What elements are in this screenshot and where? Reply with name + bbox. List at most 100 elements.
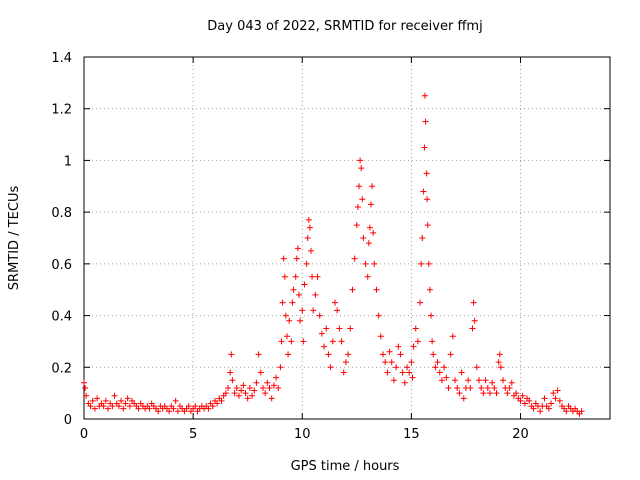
- data-point: [222, 390, 229, 397]
- data-point: [89, 397, 96, 404]
- data-point: [399, 369, 406, 376]
- data-point: [229, 377, 236, 384]
- data-point: [124, 395, 131, 402]
- data-points: [81, 92, 585, 417]
- data-point: [118, 397, 125, 404]
- data-point: [408, 359, 415, 366]
- data-point: [517, 397, 524, 404]
- y-tick-label: 1.4: [51, 51, 72, 66]
- data-point: [334, 307, 341, 314]
- data-point: [240, 382, 247, 389]
- data-point: [432, 364, 439, 371]
- data-point: [347, 325, 354, 332]
- data-point: [249, 392, 256, 399]
- data-point: [482, 377, 489, 384]
- plot-frame: [83, 56, 611, 420]
- data-point: [294, 245, 301, 252]
- y-tick-label: 0.4: [51, 310, 72, 325]
- data-point: [235, 392, 242, 399]
- data-point: [231, 390, 238, 397]
- data-point: [295, 291, 302, 298]
- data-point: [228, 351, 235, 358]
- data-point: [293, 255, 300, 262]
- data-point: [418, 260, 425, 267]
- data-point: [563, 408, 570, 415]
- data-point: [554, 387, 561, 394]
- data-point: [495, 359, 502, 366]
- data-point: [358, 165, 365, 172]
- data-point: [105, 405, 112, 412]
- data-point: [257, 369, 264, 376]
- data-point: [321, 343, 328, 350]
- data-point: [312, 291, 319, 298]
- data-point: [424, 196, 431, 203]
- y-tick-label: 1: [64, 154, 72, 169]
- data-point: [469, 325, 476, 332]
- data-point: [364, 273, 371, 280]
- data-point: [471, 317, 478, 324]
- data-point: [422, 118, 429, 125]
- y-tick-label: 0: [64, 413, 72, 428]
- data-point: [81, 379, 87, 386]
- data-point: [246, 384, 253, 391]
- data-point: [447, 351, 454, 358]
- data-point: [126, 403, 133, 410]
- data-point: [456, 390, 463, 397]
- data-point: [393, 364, 400, 371]
- data-point: [299, 307, 306, 314]
- data-point: [225, 384, 232, 391]
- data-point: [438, 377, 445, 384]
- data-point: [513, 390, 520, 397]
- data-point: [375, 312, 382, 319]
- data-point: [360, 235, 367, 241]
- data-point: [410, 343, 417, 350]
- data-point: [109, 403, 116, 410]
- data-point: [395, 343, 402, 350]
- data-point: [506, 384, 513, 391]
- data-point: [205, 405, 212, 412]
- data-point: [233, 384, 240, 391]
- data-point: [111, 392, 118, 399]
- data-point: [288, 338, 295, 345]
- data-point: [417, 299, 424, 306]
- data-point: [281, 273, 288, 280]
- chart-title: Day 043 of 2022, SRMTID for receiver ffm…: [207, 19, 482, 34]
- data-point: [421, 92, 428, 99]
- data-point: [342, 359, 349, 366]
- data-point: [282, 312, 289, 319]
- y-axis-label: SRMTID / TECUs: [7, 186, 22, 291]
- data-point: [135, 405, 142, 412]
- x-tick-label: 15: [403, 427, 420, 442]
- data-point: [556, 397, 563, 404]
- data-point: [489, 379, 496, 386]
- data-point: [397, 351, 404, 358]
- data-point: [550, 390, 557, 397]
- data-point: [377, 333, 384, 340]
- data-point: [345, 351, 352, 358]
- data-point: [300, 338, 307, 345]
- data-point: [155, 408, 162, 415]
- data-point: [519, 392, 526, 399]
- data-point: [370, 229, 377, 236]
- data-point: [578, 408, 585, 415]
- x-axis-label: GPS time / hours: [291, 459, 400, 474]
- data-point: [425, 260, 432, 267]
- x-tick-label: 20: [512, 427, 529, 442]
- data-point: [552, 395, 559, 402]
- data-point: [465, 377, 472, 384]
- data-point: [242, 390, 249, 397]
- data-point: [428, 312, 435, 319]
- data-point: [251, 387, 258, 394]
- x-tick-label: 0: [80, 427, 88, 442]
- data-point: [424, 222, 431, 229]
- data-point: [94, 395, 101, 402]
- data-point: [371, 260, 378, 267]
- data-point: [441, 364, 448, 371]
- data-point: [480, 390, 487, 397]
- data-point: [331, 299, 338, 306]
- data-point: [500, 377, 507, 384]
- y-tick-label: 0.8: [51, 206, 72, 221]
- data-point: [268, 395, 275, 402]
- data-point: [323, 325, 330, 332]
